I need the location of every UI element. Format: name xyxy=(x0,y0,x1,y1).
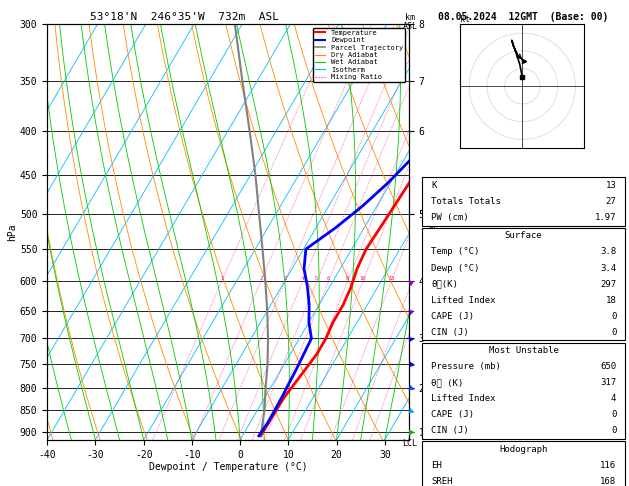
Text: 3.8: 3.8 xyxy=(600,247,616,257)
Text: 3: 3 xyxy=(283,277,286,281)
Text: ▶: ▶ xyxy=(407,276,417,287)
Text: Lifted Index: Lifted Index xyxy=(431,394,496,403)
Text: 1: 1 xyxy=(220,277,223,281)
Text: 0: 0 xyxy=(611,410,616,419)
Text: 317: 317 xyxy=(600,378,616,387)
Text: LCL: LCL xyxy=(403,439,418,448)
Text: CIN (J): CIN (J) xyxy=(431,328,469,337)
Text: Pressure (mb): Pressure (mb) xyxy=(431,362,501,371)
Bar xyxy=(423,177,625,226)
Bar xyxy=(423,441,625,486)
Text: 1.97: 1.97 xyxy=(595,213,616,222)
Text: 08.05.2024  12GMT  (Base: 00): 08.05.2024 12GMT (Base: 00) xyxy=(438,12,609,22)
Text: 297: 297 xyxy=(600,279,616,289)
X-axis label: Dewpoint / Temperature (°C): Dewpoint / Temperature (°C) xyxy=(148,462,308,472)
Text: CAPE (J): CAPE (J) xyxy=(431,312,474,321)
Text: 13: 13 xyxy=(606,181,616,190)
Text: Surface: Surface xyxy=(505,231,542,241)
Text: Totals Totals: Totals Totals xyxy=(431,197,501,206)
Text: 0: 0 xyxy=(611,312,616,321)
Text: 5: 5 xyxy=(315,277,318,281)
Y-axis label: Mixing Ratio (g/kg): Mixing Ratio (g/kg) xyxy=(426,185,435,279)
Text: Most Unstable: Most Unstable xyxy=(489,346,559,355)
Text: 15: 15 xyxy=(388,277,394,281)
Text: 0: 0 xyxy=(611,426,616,435)
Title: 53°18'N  246°35'W  732m  ASL: 53°18'N 246°35'W 732m ASL xyxy=(90,12,279,22)
Text: Hodograph: Hodograph xyxy=(499,445,548,454)
Text: 18: 18 xyxy=(606,295,616,305)
Text: © weatheronline.co.uk: © weatheronline.co.uk xyxy=(475,469,572,479)
Y-axis label: hPa: hPa xyxy=(7,223,17,241)
Text: 3.4: 3.4 xyxy=(600,263,616,273)
Text: θᴁ(K): θᴁ(K) xyxy=(431,279,458,289)
Text: ▶: ▶ xyxy=(408,382,416,394)
Text: 116: 116 xyxy=(600,461,616,470)
Text: 20: 20 xyxy=(409,277,415,281)
Text: 6: 6 xyxy=(327,277,330,281)
Text: CAPE (J): CAPE (J) xyxy=(431,410,474,419)
Text: ▶: ▶ xyxy=(408,305,416,316)
Text: EH: EH xyxy=(431,461,442,470)
Text: km: km xyxy=(405,14,415,22)
Text: ▶: ▶ xyxy=(408,405,416,416)
Bar xyxy=(423,228,625,340)
Text: Dewp (°C): Dewp (°C) xyxy=(431,263,479,273)
Text: kt: kt xyxy=(460,15,470,24)
Text: ▶: ▶ xyxy=(409,333,415,344)
Text: 10: 10 xyxy=(360,277,366,281)
Text: Temp (°C): Temp (°C) xyxy=(431,247,479,257)
Text: 27: 27 xyxy=(606,197,616,206)
Text: ▶: ▶ xyxy=(408,359,416,369)
Text: 650: 650 xyxy=(600,362,616,371)
Text: 4: 4 xyxy=(611,394,616,403)
Text: SREH: SREH xyxy=(431,477,452,486)
Text: 2: 2 xyxy=(259,277,262,281)
Text: CIN (J): CIN (J) xyxy=(431,426,469,435)
Text: PW (cm): PW (cm) xyxy=(431,213,469,222)
Text: 168: 168 xyxy=(600,477,616,486)
Text: ▶: ▶ xyxy=(409,427,415,437)
Text: 0: 0 xyxy=(611,328,616,337)
Text: 8: 8 xyxy=(346,277,349,281)
Text: K: K xyxy=(431,181,437,190)
Legend: Temperature, Dewpoint, Parcel Trajectory, Dry Adiabat, Wet Adiabat, Isotherm, Mi: Temperature, Dewpoint, Parcel Trajectory… xyxy=(313,28,405,82)
Text: Lifted Index: Lifted Index xyxy=(431,295,496,305)
Text: 4: 4 xyxy=(301,277,304,281)
Text: ASL: ASL xyxy=(403,22,418,31)
Bar xyxy=(423,343,625,439)
Text: θᴁ (K): θᴁ (K) xyxy=(431,378,463,387)
